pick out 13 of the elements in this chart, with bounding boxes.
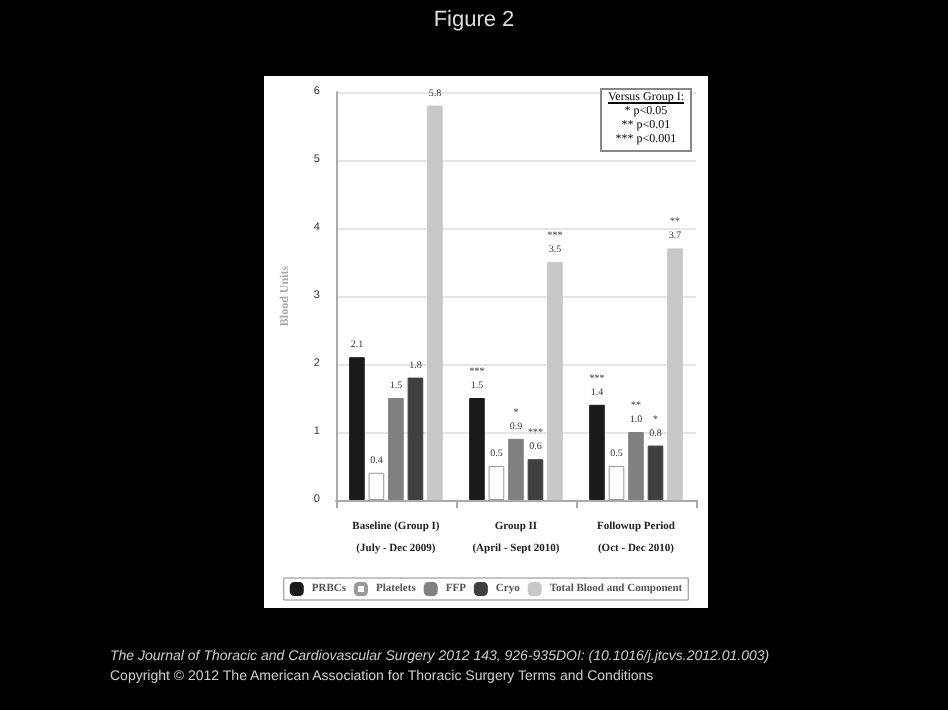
chart-title: Figure 2 (431, 8, 517, 32)
bar (628, 432, 644, 500)
bar (508, 438, 524, 500)
bar (368, 472, 385, 500)
bar (349, 357, 365, 500)
bar (469, 398, 485, 500)
bar (589, 404, 605, 500)
bar (647, 445, 664, 500)
bar (488, 466, 505, 500)
bar (608, 466, 625, 500)
bar (527, 459, 544, 500)
bar (407, 377, 424, 500)
bar (388, 398, 404, 500)
